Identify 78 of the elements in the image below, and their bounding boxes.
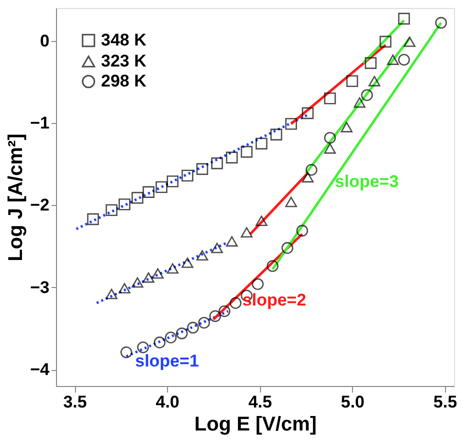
point (226, 236, 238, 247)
point (187, 322, 199, 334)
annotation: slope=3 (334, 172, 399, 191)
point (156, 181, 168, 194)
y-tick-label: −4 (30, 360, 50, 380)
point (361, 89, 373, 101)
point (166, 263, 179, 274)
point (142, 272, 154, 283)
x-tick-label: 5.0 (340, 392, 365, 412)
point (166, 175, 179, 188)
point (218, 305, 230, 318)
point (182, 170, 194, 182)
point (142, 186, 154, 198)
y-tick-label: −3 (30, 278, 50, 297)
point (152, 268, 164, 279)
y-tick-label: −2 (30, 196, 50, 215)
point (230, 297, 242, 309)
point (346, 75, 358, 88)
x-tick-label: 4.5 (248, 392, 272, 412)
point (285, 118, 297, 130)
x-tick-label: 5.5 (433, 392, 458, 412)
point (387, 54, 399, 65)
point (176, 328, 188, 340)
point (106, 288, 118, 300)
point (302, 172, 314, 182)
point (164, 332, 177, 344)
point (137, 341, 149, 354)
point (380, 36, 392, 48)
point (240, 227, 253, 238)
point (120, 346, 132, 358)
point (398, 12, 410, 25)
point (266, 260, 278, 272)
point (132, 277, 144, 288)
point (404, 36, 416, 47)
point (256, 138, 268, 150)
point (302, 107, 314, 120)
point (211, 157, 223, 170)
y-axis-title: Log J [A/cm²] (5, 134, 28, 262)
x-tick-label: 3.5 (63, 392, 87, 412)
point (368, 76, 380, 86)
annotation: slope=2 (242, 290, 306, 310)
point (118, 283, 130, 294)
point (132, 192, 144, 204)
point (196, 163, 208, 175)
point (118, 198, 130, 210)
point (398, 54, 410, 66)
point (340, 122, 353, 132)
x-tick-label: 4.0 (156, 392, 180, 412)
point (198, 316, 210, 329)
point (364, 57, 377, 69)
point (196, 250, 208, 261)
y-tick-label: −1 (30, 114, 50, 133)
point (154, 336, 166, 348)
point (324, 92, 336, 104)
y-tick-label: 0 (40, 31, 50, 50)
point (252, 278, 264, 290)
point (182, 258, 194, 268)
point (324, 132, 336, 144)
point (256, 216, 268, 226)
point (306, 164, 318, 176)
point (285, 196, 297, 208)
point (106, 204, 118, 216)
legend-label: 323 K (101, 52, 148, 70)
annotation: slope=1 (135, 351, 199, 370)
point (226, 152, 238, 164)
point (324, 143, 336, 154)
legend-label: 298 K (101, 72, 148, 90)
point (240, 146, 253, 158)
point (211, 242, 223, 254)
point (270, 128, 282, 140)
point (296, 224, 308, 237)
point (209, 310, 222, 322)
point (282, 242, 294, 254)
point (354, 97, 366, 108)
legend-label: 348 K (101, 30, 148, 50)
point (87, 213, 99, 226)
point (435, 16, 447, 29)
x-axis-title: Log E [V/cm] (194, 414, 317, 436)
